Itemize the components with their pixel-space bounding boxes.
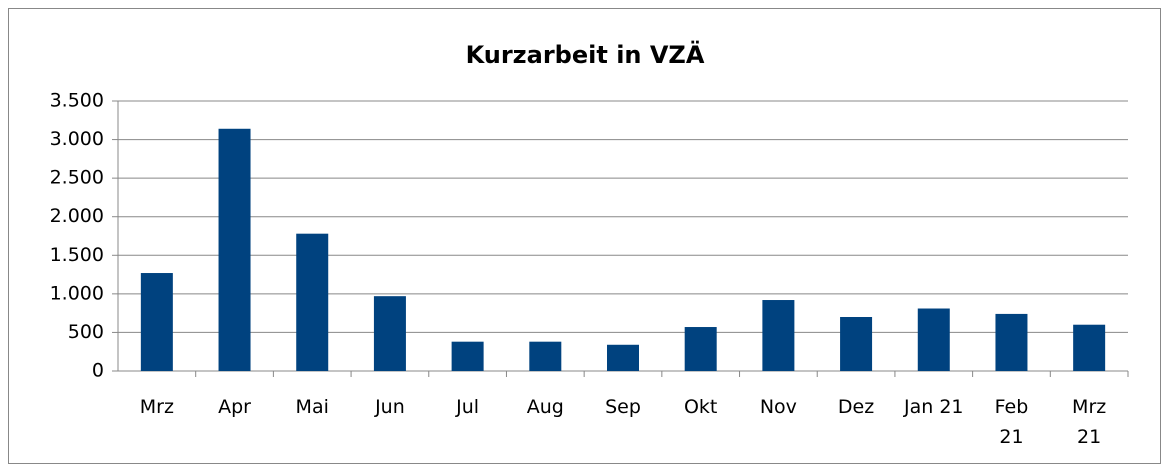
y-tick-label: 500 xyxy=(68,321,104,343)
bar xyxy=(917,308,950,371)
x-tick-label: Dez xyxy=(837,396,875,418)
x-tick-label: Jun xyxy=(375,396,405,418)
bar xyxy=(762,300,795,371)
x-tick-label: Sep xyxy=(605,396,641,418)
y-tick-label: 1.000 xyxy=(50,282,104,304)
bar xyxy=(451,341,484,371)
bar xyxy=(684,327,717,371)
x-tick-label: Mrz 21 xyxy=(1072,396,1107,448)
bar xyxy=(607,344,639,371)
bar xyxy=(373,296,406,371)
y-tick-label: 2.000 xyxy=(50,205,104,227)
bar xyxy=(840,317,873,371)
y-tick-label: 3.500 xyxy=(50,90,104,112)
bar xyxy=(296,233,329,371)
bar xyxy=(140,273,173,371)
x-tick-label: Apr xyxy=(218,396,251,418)
y-tick-label: 1.500 xyxy=(50,244,104,266)
x-tick-label: Aug xyxy=(526,396,564,418)
y-tick-label: 2.500 xyxy=(50,167,104,189)
frame xyxy=(8,8,1161,464)
x-tick-label: Jul xyxy=(456,396,480,418)
x-tick-label: Jan 21 xyxy=(904,396,964,418)
chart-title: Kurzarbeit in VZÄ xyxy=(466,40,705,69)
bar xyxy=(529,341,562,371)
y-tick-label: 0 xyxy=(92,360,104,382)
bar xyxy=(218,128,251,371)
x-tick-label: Feb 21 xyxy=(994,396,1029,448)
bar xyxy=(1073,324,1106,371)
x-tick-label: Mrz xyxy=(139,396,174,418)
x-tick-label: Nov xyxy=(759,396,797,418)
bar xyxy=(995,313,1028,371)
x-tick-label: Okt xyxy=(683,396,718,418)
y-tick-label: 3.000 xyxy=(50,128,104,150)
x-tick-label: Mai xyxy=(295,396,329,418)
